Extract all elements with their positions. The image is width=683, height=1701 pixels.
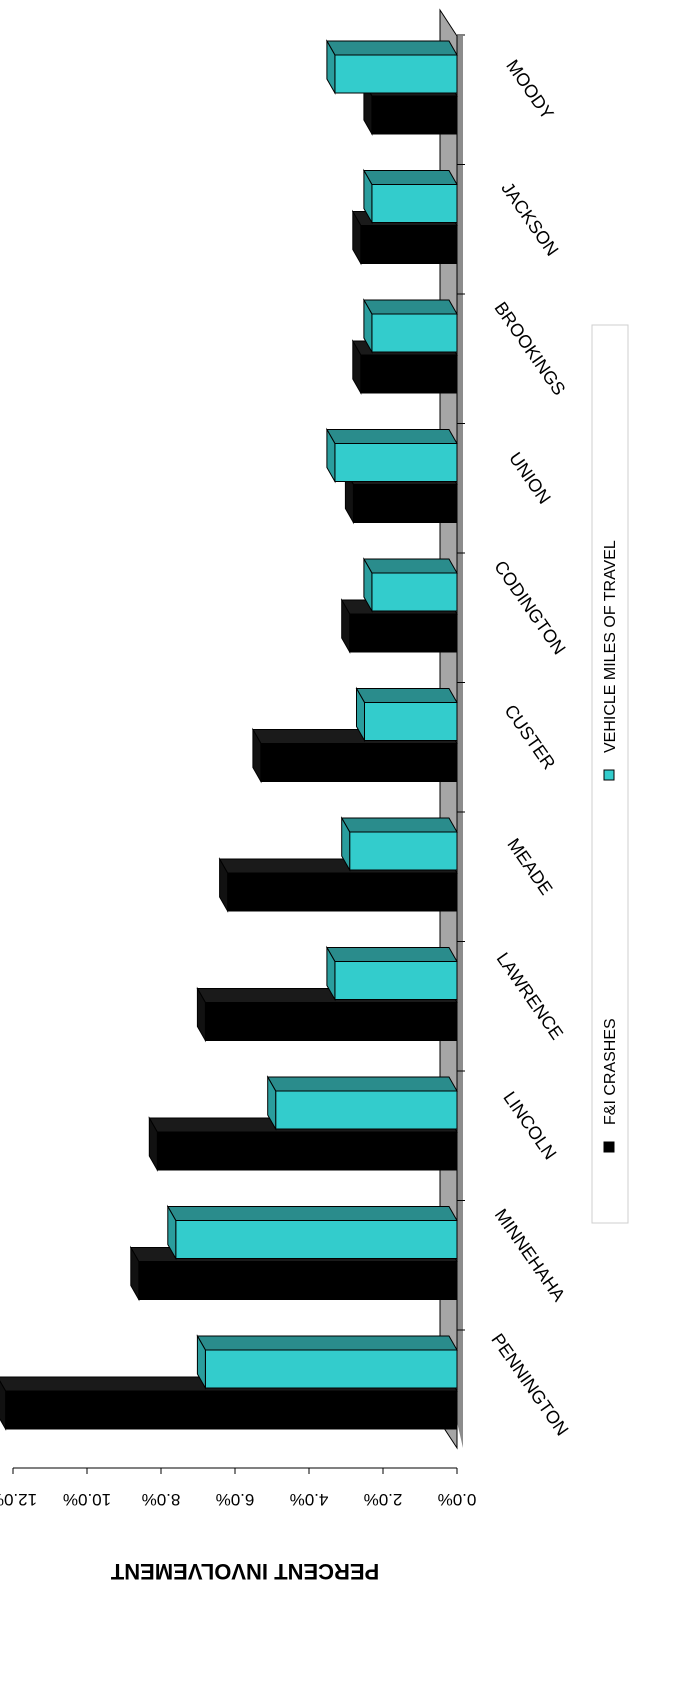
category-label: LAWRENCE bbox=[493, 949, 568, 1044]
bar-vmt-codington-end bbox=[363, 557, 373, 613]
bar-vmt-jackson-face bbox=[371, 184, 458, 223]
legend-vmt-swatch bbox=[603, 769, 615, 781]
bar-fi-crashes-moody-face bbox=[371, 95, 458, 135]
bar-vmt-brookings-face bbox=[371, 313, 458, 353]
category-label: CODINGTON bbox=[490, 557, 569, 658]
bar-vmt-codington-top bbox=[363, 558, 458, 574]
bar-vmt-jackson-top bbox=[363, 170, 458, 185]
bar-fi-crashes-codington-end bbox=[341, 598, 351, 654]
bar-vmt-custer-end bbox=[356, 686, 365, 743]
bar-vmt-custer-top bbox=[355, 688, 458, 703]
bar-fi-crashes-codington-face bbox=[349, 613, 458, 653]
bar-vmt-minnehaha-top bbox=[166, 1206, 458, 1221]
value-tick-label: 10.0% bbox=[63, 1490, 111, 1509]
bar-fi-crashes-brookings-face bbox=[360, 354, 458, 394]
bar-fi-crashes-jackson-face bbox=[360, 225, 458, 264]
bar-vmt-lawrence-face bbox=[334, 961, 458, 1000]
legend-fi-swatch bbox=[603, 1141, 615, 1153]
bar-vmt-lincoln-face bbox=[275, 1090, 458, 1130]
bar-fi-crashes-brookings-end bbox=[352, 339, 362, 395]
bar-vmt-moody bbox=[326, 39, 458, 95]
bar-vmt-brookings-end bbox=[363, 298, 373, 354]
bar-fi-crashes-minnehaha-end bbox=[130, 1245, 140, 1302]
value-tick-label: 4.0% bbox=[290, 1490, 329, 1509]
bar-vmt-meade-end bbox=[341, 816, 351, 872]
bar-vmt-codington bbox=[363, 557, 458, 613]
bar-fi-crashes-lawrence-face bbox=[204, 1002, 458, 1041]
bar-vmt-lawrence-end bbox=[326, 945, 336, 1002]
bar-vmt-jackson bbox=[363, 168, 458, 225]
y-axis-title: PERCENT INVOLVEMENT bbox=[110, 1559, 379, 1584]
category-label: PENNINGTON bbox=[487, 1330, 572, 1440]
bar-fi-crashes-meade-face bbox=[227, 872, 458, 912]
category-label: MINNEHAHA bbox=[491, 1205, 569, 1305]
bar-fi-crashes-minnehaha-face bbox=[138, 1261, 458, 1300]
value-tick-label: 0.0% bbox=[438, 1490, 477, 1509]
category-label: MEADE bbox=[503, 835, 556, 899]
legend-fi-label: F&I CRASHES bbox=[602, 1018, 619, 1125]
bar-vmt-moody-top bbox=[326, 40, 458, 56]
floor-side bbox=[457, 36, 463, 1448]
bar-vmt-pennington-end bbox=[196, 1334, 206, 1390]
category-label: CUSTER bbox=[500, 701, 559, 773]
bar-fi-crashes-union-face bbox=[352, 484, 458, 523]
bar-vmt-meade bbox=[340, 816, 458, 872]
bar-vmt-codington-face bbox=[371, 572, 458, 612]
bar-vmt-lawrence-top bbox=[326, 947, 458, 962]
bar-vmt-moody-face bbox=[334, 54, 458, 94]
bar-vmt-union-end bbox=[326, 427, 336, 484]
category-label: LINCOLN bbox=[499, 1088, 560, 1163]
bar-fi-crashes-lincoln-end bbox=[148, 1116, 158, 1172]
bar-vmt-lincoln-end bbox=[267, 1075, 277, 1131]
bar-vmt-brookings-top bbox=[363, 299, 458, 315]
value-tick-label: 2.0% bbox=[364, 1490, 403, 1509]
bar-vmt-meade-top bbox=[340, 817, 458, 833]
bar-vmt-pennington-face bbox=[204, 1349, 458, 1389]
bar-vmt-lincoln-top bbox=[266, 1076, 458, 1092]
value-tick-label: 8.0% bbox=[142, 1490, 181, 1509]
bar-vmt-brookings bbox=[363, 298, 458, 354]
bar-fi-crashes-meade bbox=[218, 857, 458, 913]
category-label: MOODY bbox=[502, 56, 557, 123]
bar-vmt-lawrence bbox=[326, 945, 458, 1002]
bar-fi-crashes-custer-end bbox=[252, 727, 262, 784]
bar-fi-crashes-pennington-end bbox=[0, 1380, 7, 1431]
bar-fi-crashes-jackson-end bbox=[352, 209, 362, 266]
bar-vmt-jackson-end bbox=[363, 168, 373, 225]
bar-fi-crashes-meade-end bbox=[219, 857, 229, 913]
bar-vmt-minnehaha-face bbox=[175, 1220, 458, 1259]
bar-vmt-lincoln bbox=[266, 1075, 458, 1131]
value-tick-label: 6.0% bbox=[216, 1490, 255, 1509]
value-tick-label: 12.0% bbox=[0, 1490, 37, 1509]
bar-fi-crashes-lawrence-end bbox=[196, 986, 206, 1043]
bar-fi-crashes-pennington-face bbox=[5, 1390, 458, 1430]
bar-vmt-meade-face bbox=[349, 831, 458, 871]
bar-vmt-union-face bbox=[334, 443, 458, 482]
bar-vmt-pennington-top bbox=[196, 1335, 458, 1351]
legend-vmt-label: VEHICLE MILES OF TRAVEL bbox=[602, 540, 619, 753]
category-label: BROOKINGS bbox=[490, 298, 569, 399]
bar-fi-crashes-lincoln-face bbox=[156, 1131, 458, 1171]
category-label: JACKSON bbox=[497, 178, 562, 259]
bar-vmt-union bbox=[326, 427, 458, 484]
bar-vmt-minnehaha-end bbox=[167, 1204, 177, 1261]
bar-vmt-custer-face bbox=[364, 702, 458, 741]
bar-vmt-custer bbox=[355, 686, 458, 743]
category-label: UNION bbox=[505, 449, 555, 508]
bar-fi-crashes-custer-face bbox=[260, 743, 458, 782]
bar-vmt-pennington bbox=[196, 1334, 458, 1390]
bar-vmt-union-top bbox=[326, 429, 458, 444]
bar-vmt-minnehaha bbox=[166, 1204, 458, 1261]
bar-vmt-moody-end bbox=[326, 39, 336, 95]
